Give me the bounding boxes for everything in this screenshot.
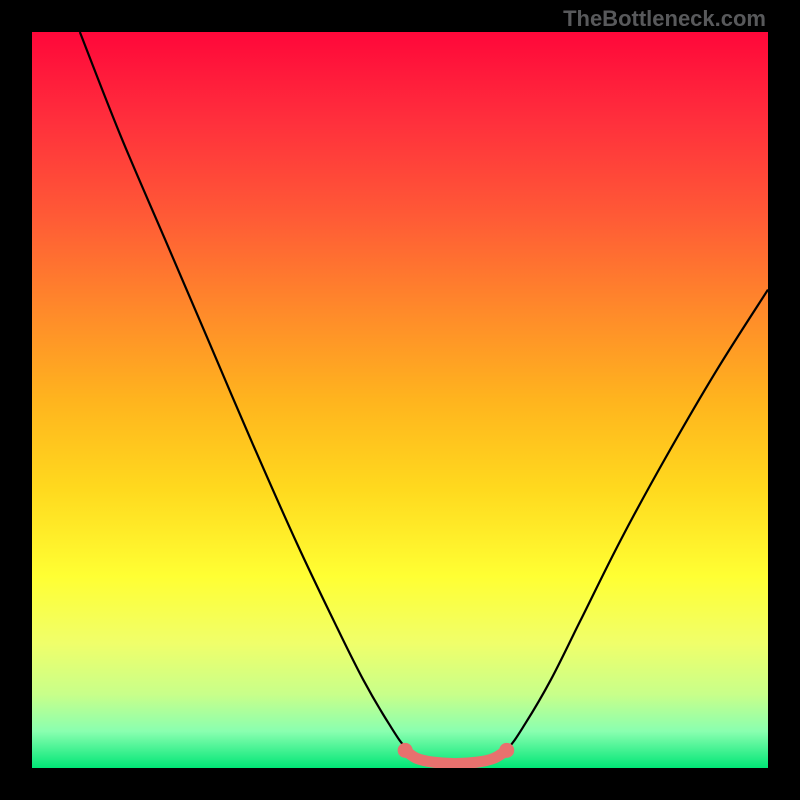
range-marker	[499, 743, 514, 758]
chart-svg	[32, 32, 768, 768]
bottleneck-curve	[80, 32, 768, 764]
range-marker	[398, 743, 413, 758]
plot-area	[32, 32, 768, 768]
chart-container: TheBottleneck.com	[0, 0, 800, 800]
watermark-text: TheBottleneck.com	[563, 6, 766, 32]
optimal-range-segment	[405, 750, 507, 763]
